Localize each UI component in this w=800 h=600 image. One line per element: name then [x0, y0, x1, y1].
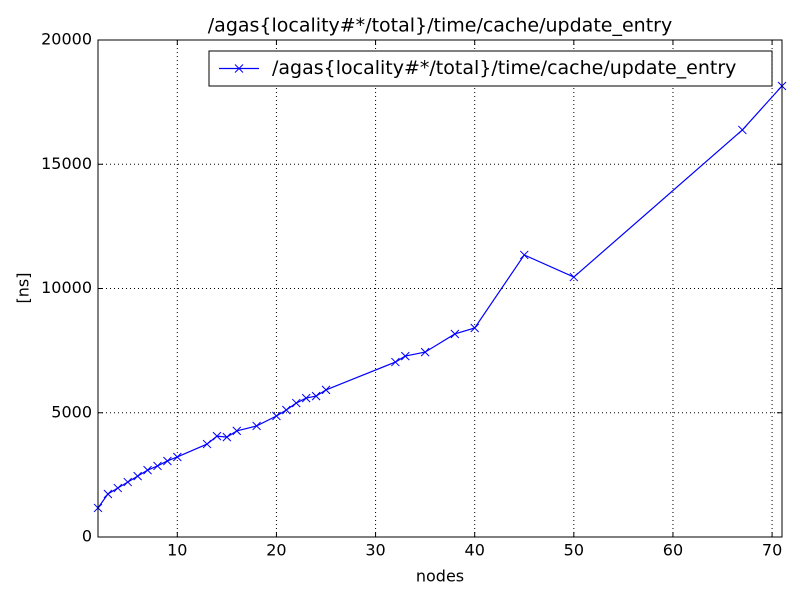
y-tick-label: 15000 — [41, 154, 92, 173]
x-tick-label: 10 — [167, 541, 187, 560]
marker — [212, 431, 222, 441]
x-tick-label: 40 — [465, 541, 485, 560]
marker — [420, 347, 430, 357]
marker — [123, 477, 133, 487]
x-tick-label: 60 — [663, 541, 683, 560]
marker — [113, 483, 123, 493]
marker — [391, 357, 400, 367]
x-tick-label: 70 — [762, 541, 782, 560]
legend-label: /agas{locality#*/total}/time/cache/updat… — [272, 57, 736, 79]
marker — [470, 323, 480, 333]
marker — [232, 426, 242, 436]
marker — [222, 432, 232, 442]
marker — [301, 393, 311, 403]
y-tick-label: 5000 — [51, 402, 92, 421]
marker — [143, 465, 152, 475]
marker — [321, 385, 331, 395]
legend-marker — [234, 64, 244, 73]
marker — [202, 439, 212, 449]
marker — [163, 456, 172, 466]
marker — [172, 452, 182, 462]
marker — [153, 461, 162, 471]
marker — [519, 250, 529, 260]
y-axis-label: [ns] — [14, 273, 33, 304]
x-tick-label: 50 — [564, 541, 584, 560]
marker — [272, 411, 281, 421]
marker — [569, 272, 579, 282]
y-tick-label: 0 — [82, 527, 92, 546]
x-axis-label: nodes — [416, 567, 464, 586]
marker — [252, 421, 261, 431]
legend: /agas{locality#*/total}/time/cache/updat… — [208, 50, 773, 87]
marker — [291, 398, 301, 408]
y-tick-label: 10000 — [41, 278, 92, 297]
marker — [311, 391, 321, 401]
marker — [450, 329, 460, 339]
y-tick-label: 20000 — [41, 30, 92, 49]
marker — [103, 489, 113, 499]
x-tick-label: 20 — [266, 541, 286, 560]
marker — [737, 125, 747, 135]
chart-title: /agas{locality#*/total}/time/cache/updat… — [208, 15, 672, 37]
marker — [133, 471, 143, 481]
marker — [400, 351, 410, 361]
x-tick-label: 30 — [365, 541, 385, 560]
legend-box — [208, 50, 773, 87]
plot-frame — [97, 39, 783, 538]
marker — [281, 405, 291, 415]
